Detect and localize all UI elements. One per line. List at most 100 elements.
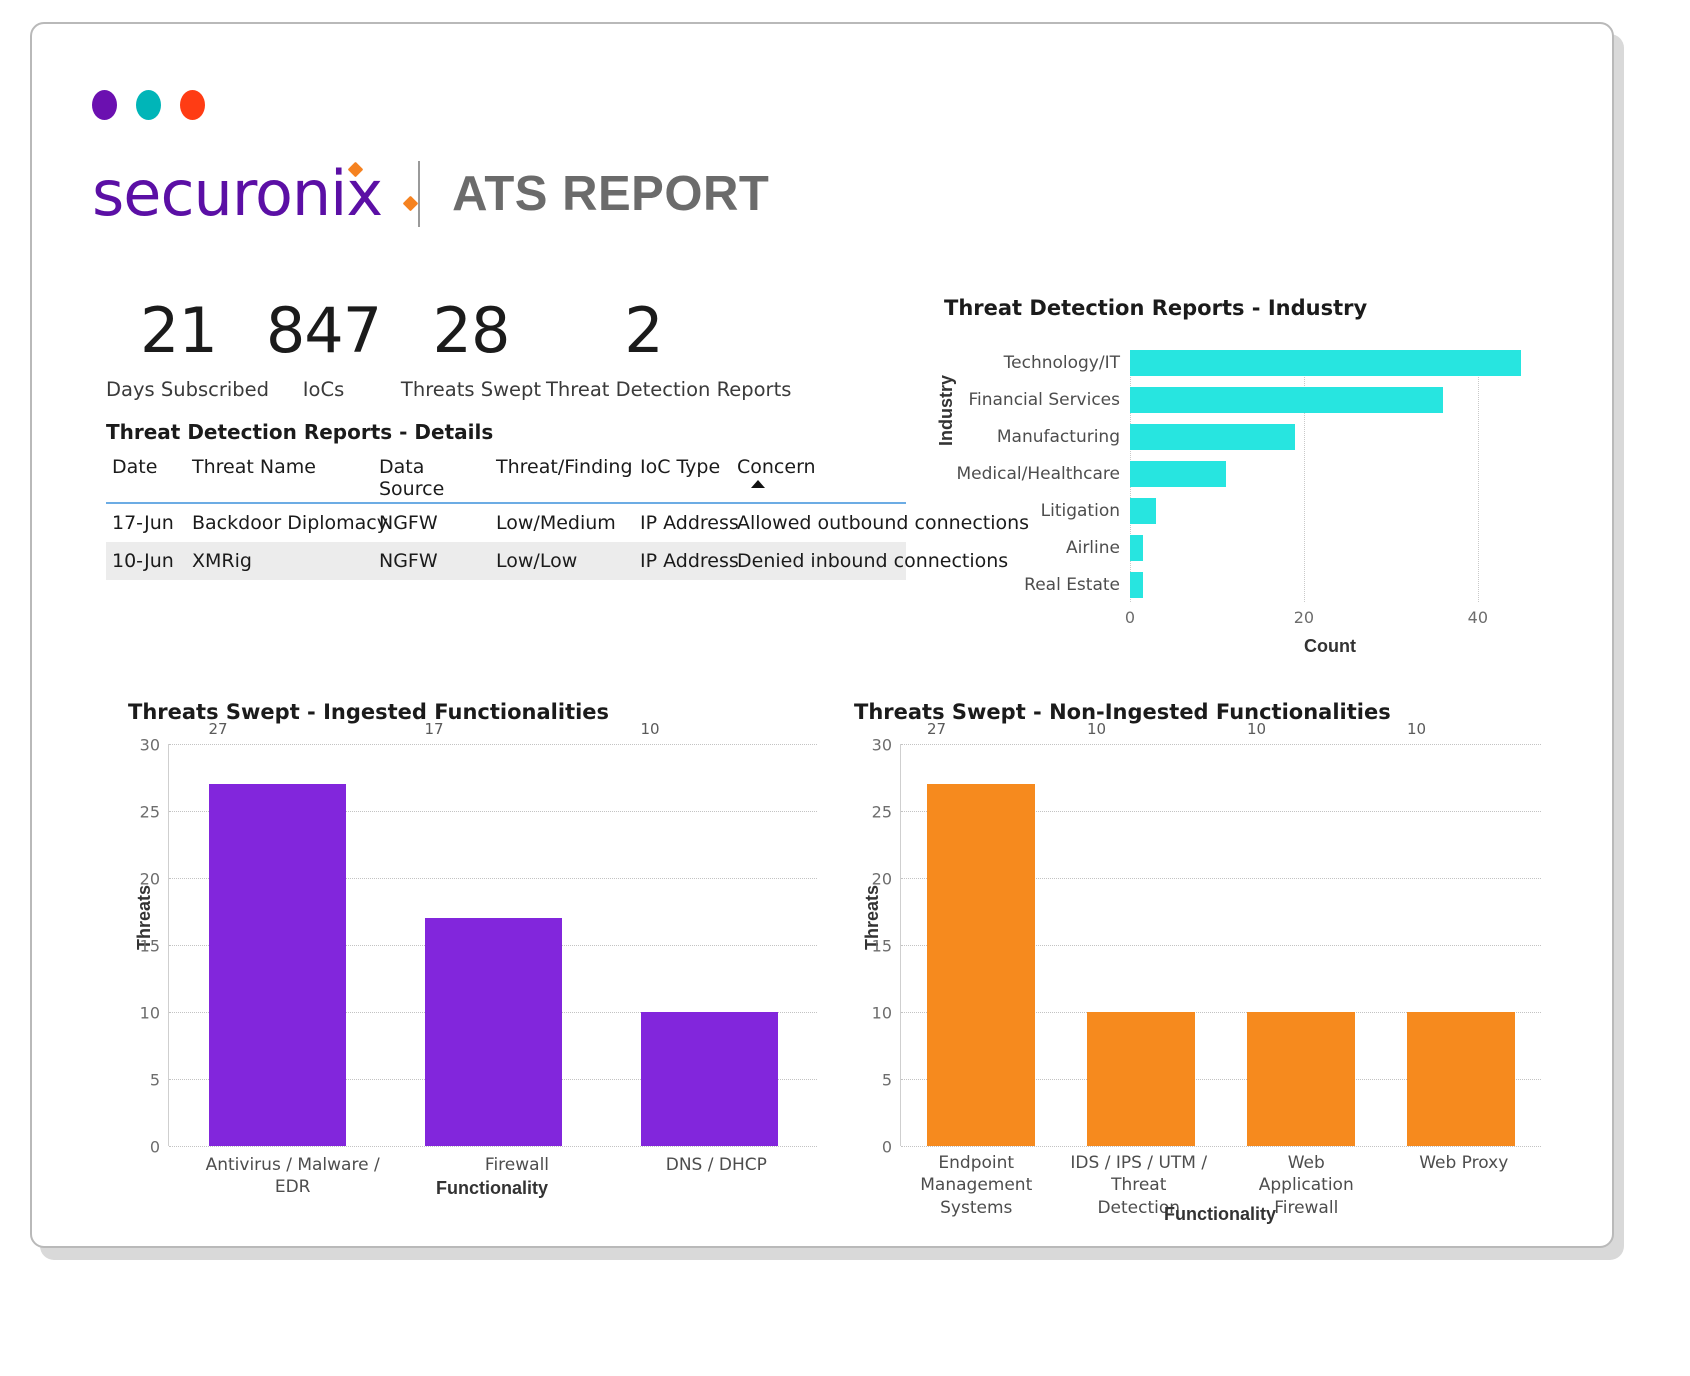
y-tick: 15 (139, 936, 160, 956)
x-axis-label: Count (1304, 636, 1356, 656)
kpi-value: 21 (140, 294, 218, 367)
bar-row[interactable]: Real Estate (1024, 572, 1530, 598)
header-divider (418, 161, 421, 227)
category-label: Financial Services (968, 390, 1120, 410)
y-tick: 10 (871, 1003, 892, 1023)
bar-value-label: 10 (1407, 720, 1427, 738)
category-label: Technology/IT (1003, 353, 1120, 373)
y-tick: 30 (139, 735, 160, 755)
y-tick: 5 (149, 1070, 160, 1090)
bar[interactable]: 10 (640, 720, 778, 1146)
bar[interactable] (1130, 461, 1226, 487)
bar[interactable]: 10 (1407, 720, 1515, 1146)
bar-row[interactable]: Manufacturing (997, 424, 1530, 450)
kpi-strip: 21 Days Subscribed 847 IoCs 28 Threats S… (106, 294, 791, 402)
y-tick: 20 (139, 869, 160, 889)
category-label: Antivirus / Malware / EDR (205, 1155, 380, 1198)
x-axis-label: Functionality (436, 1178, 548, 1198)
category-label: Web Application Firewall (1258, 1153, 1354, 1218)
x-tick: 20 (1293, 608, 1315, 627)
column-header-threat-finding[interactable]: Threat/Finding (490, 454, 634, 504)
cell-ioc-type: IP Address (640, 512, 739, 534)
y-tick: 25 (139, 802, 160, 822)
bar[interactable] (1130, 424, 1296, 450)
gridline: 25 (872, 803, 1541, 822)
bar-row[interactable]: Airline (1066, 535, 1530, 561)
x-tick: 40 (1467, 608, 1489, 627)
gridline (1477, 350, 1479, 602)
gridline: 30 (872, 736, 1541, 755)
x-axis-categories: Endpoint Management Systems IDS / IPS / … (900, 1152, 1540, 1219)
bar-group[interactable]: 27 (927, 720, 1035, 1146)
table-title: Threat Detection Reports - Details (106, 420, 494, 444)
column-header-label: Concern (737, 456, 816, 478)
bar-group[interactable]: 10 (640, 720, 778, 1146)
bar-value-label: 27 (927, 720, 947, 738)
bar[interactable] (1130, 498, 1156, 524)
diamond-accent-x-icon (402, 195, 419, 212)
bar-group[interactable]: 10 (1407, 720, 1515, 1146)
y-tick: 0 (881, 1137, 892, 1157)
column-header-ioc-type[interactable]: IoC Type (634, 454, 731, 504)
column-header-label: IoC Type (640, 456, 721, 478)
column-header-date[interactable]: Date (106, 454, 186, 504)
kpi-value: 2 (624, 294, 663, 367)
kpi-threat-detection-reports: 2 Threat Detection Reports (546, 294, 791, 402)
bar[interactable] (1130, 572, 1144, 598)
kpi-label: Threats Swept (400, 378, 542, 401)
cell-ioc-type: IP Address (634, 542, 739, 580)
chart-title: Threats Swept - Ingested Functionalities (128, 700, 610, 724)
bar[interactable] (1130, 535, 1144, 561)
bar[interactable]: 27 (208, 720, 346, 1146)
securonix-logo: securonix (92, 158, 419, 230)
cell-date: 17-Jun (112, 512, 174, 534)
column-header-label: Data Source (379, 456, 445, 500)
gridline: 0 (882, 1138, 1541, 1157)
category-label: IDS / IPS / UTM / Threat Detection (1070, 1153, 1208, 1218)
bar-group[interactable]: 27 (208, 720, 346, 1146)
industry-bar-chart: Threat Detection Reports - Industry Indu… (932, 296, 1552, 666)
bar-group[interactable]: 17 (424, 720, 562, 1146)
gridline: 10 (872, 1004, 1541, 1023)
category-label: Manufacturing (996, 427, 1120, 447)
bar-row[interactable]: Technology/IT (1004, 350, 1530, 376)
cell-data-source: NGFW (379, 512, 438, 534)
threat-detection-details: Threat Detection Reports - Details Date … (106, 420, 1029, 580)
bar[interactable]: 27 (927, 720, 1035, 1146)
table-row[interactable]: 17-Jun Backdoor Diplomacy NGFW Low/Mediu… (106, 503, 1029, 542)
bar-row[interactable]: Litigation (1041, 498, 1530, 524)
category-label: Endpoint Management Systems (920, 1153, 1033, 1218)
x-tick: 0 (1124, 608, 1136, 627)
column-header-label: Date (112, 456, 158, 478)
plot-area: 0 5 10 15 20 25 30 27 10 (872, 720, 1541, 1157)
gridline: 25 (140, 803, 817, 822)
bar[interactable] (1130, 387, 1444, 413)
x-axis-label: Functionality (1164, 1204, 1276, 1224)
bar-group[interactable]: 10 (1087, 720, 1195, 1146)
report-card: securonix ATS REPORT 21 Days Subscribed … (30, 22, 1614, 1248)
bar[interactable]: 10 (1087, 720, 1195, 1146)
gridline: 30 (140, 736, 817, 755)
bar[interactable]: 17 (424, 720, 562, 1146)
bar-row[interactable]: Financial Services (968, 387, 1530, 413)
x-axis-ticks: 0 20 40 (1125, 608, 1530, 628)
bars: 27 10 10 10 (901, 720, 1541, 1146)
column-header-threat-name[interactable]: Threat Name (186, 454, 373, 504)
gridline: 20 (140, 869, 817, 888)
column-header-label: Threat Name (192, 456, 316, 478)
column-header-data-source[interactable]: Data Source (373, 454, 490, 504)
bar-row[interactable]: Medical/Healthcare (956, 461, 1530, 487)
table-header-row: Date Threat Name Data Source Threat/Find… (106, 454, 906, 504)
sort-ascending-icon (751, 480, 765, 488)
bar[interactable] (1130, 350, 1522, 376)
cell-date: 10-Jun (106, 542, 186, 580)
y-tick: 15 (871, 936, 892, 956)
bar-group[interactable]: 10 (1247, 720, 1355, 1146)
cell-threat-finding: Low/Low (490, 542, 634, 580)
bar[interactable]: 10 (1247, 720, 1355, 1146)
column-header-concern[interactable]: Concern (731, 454, 906, 504)
dot-purple-icon (92, 90, 117, 120)
table-row[interactable]: 10-Jun XMRig NGFW Low/Low IP Address Den… (106, 542, 1008, 580)
cell-concern: Denied inbound connections (731, 542, 1008, 580)
kpi-label: Days Subscribed (106, 378, 270, 401)
